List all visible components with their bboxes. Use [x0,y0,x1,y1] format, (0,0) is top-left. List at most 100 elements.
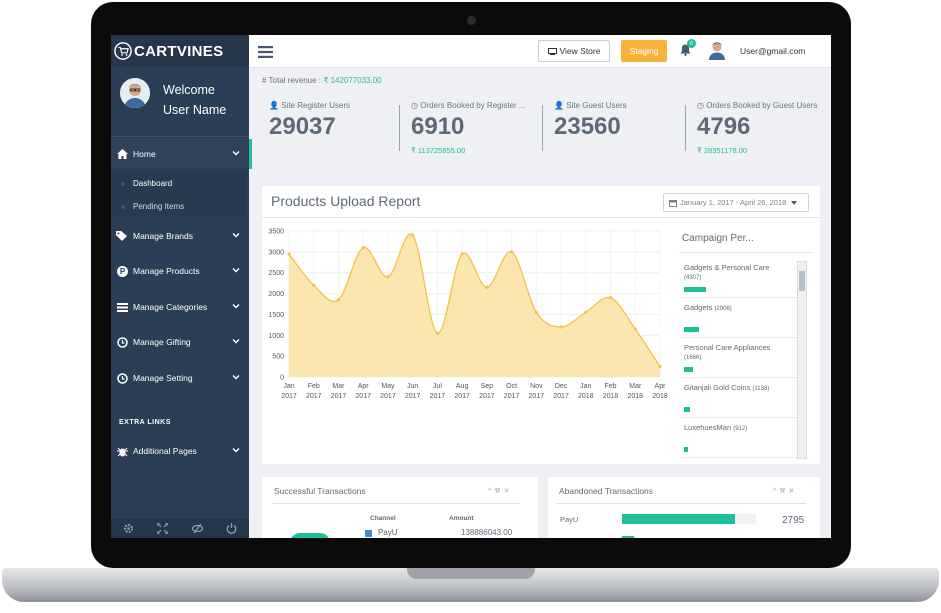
campaign-item[interactable]: LuxehuesMan (912) [679,417,797,458]
chevron-up-icon[interactable]: ^ [488,488,495,495]
series-area [289,233,660,377]
x-tick-label: May [381,383,395,390]
campaign-list[interactable]: Gadgets & Personal Care (4307) Gadgets (2… [679,257,807,462]
menu-item-additional-pages[interactable]: Additional Pages [111,436,249,466]
x-tick-label: Nov [530,383,543,390]
topbar: View Store Staging 6 User@gmail.com [249,35,831,68]
x-tick-label: 2018 [652,393,668,400]
avatar[interactable] [120,78,150,108]
x-tick-label: 2018 [627,393,643,400]
data-point [633,327,637,331]
chevron-down-icon [232,375,240,380]
chevron-down-icon [232,151,240,156]
welcome-text: Welcome User Name [163,80,226,120]
data-point [559,325,563,329]
view-store-label: View Store [559,46,601,56]
user-avatar-icon[interactable] [708,40,726,60]
data-point [658,364,662,369]
stat-value: 6910 [411,113,465,140]
chevron-down-icon [232,448,240,453]
menu-item-categories[interactable]: Manage Categories [111,292,249,322]
x-tick-label: 2017 [405,393,421,400]
campaign-item[interactable]: Gadgets (2906) [679,297,797,338]
wrench-icon[interactable]: ⚒ [779,488,789,495]
stat-card: ◷ Orders Booked by Guest Users 4796 ₹ 28… [697,101,817,155]
y-tick-label: 2500 [268,270,284,277]
x-tick-label: Jun [407,383,418,390]
menu-item-products[interactable]: P Manage Products [111,256,249,286]
campaign-item[interactable]: Gadgets & Personal Care (4307) [679,257,797,298]
panel-tools[interactable]: ^⚒✕ [773,487,797,495]
notification-badge: 6 [687,39,696,48]
staging-button[interactable]: Staging [621,40,667,62]
view-store-button[interactable]: View Store [538,40,610,62]
x-tick-label: 2017 [380,393,396,400]
submenu: Dashboard Pending Items [111,172,246,216]
y-tick-label: 500 [272,354,284,361]
campaign-count: (2906) [714,306,732,312]
product-icon: P [116,265,128,277]
scroll-thumb[interactable] [799,271,805,291]
campaign-item[interactable]: Gitanjali Gold Coins (1138) [679,377,797,418]
gear-icon[interactable] [123,523,134,534]
data-point [312,283,316,287]
campaign-item[interactable]: Personal Care Appliances (1666) [679,337,797,378]
x-tick-label: 2017 [430,393,446,400]
menu-label: Additional Pages [133,446,197,456]
date-range-label: January 1, 2017 - April 26, 2018 [680,198,787,207]
x-tick-label: Aug [456,383,469,390]
menu-item-home[interactable]: Home [111,139,252,169]
stat-label: Site Register Users [281,101,351,110]
chevron-down-icon [232,304,240,309]
stat-card: 👤 Site Guest Users 23560 [554,101,627,141]
stat-label: Orders Booked by Guest Users [706,101,818,110]
x-tick-label: 2018 [603,393,619,400]
data-point [608,296,613,300]
x-tick-label: 2017 [355,393,371,400]
campaign-bar [684,407,690,412]
menu-item-brands[interactable]: Manage Brands [111,221,249,251]
campaign-scrollbar[interactable] [797,261,807,459]
date-range-picker[interactable]: January 1, 2017 - April 26, 2018 [663,193,809,212]
submenu-item-dashboard[interactable]: Dashboard [133,179,173,188]
menu-label: Manage Setting [133,373,193,383]
brand-name: CARTVINES [134,42,224,60]
stat-value: 29037 [269,113,336,140]
products-upload-chart: 0 500 1000 1500 2000 2500 3000 3500 Jan 2017 Feb 20… [268,229,668,401]
menu-item-setting[interactable]: Manage Setting [111,363,249,393]
eye-slash-icon[interactable] [191,523,203,534]
x-tick-label: Feb [308,383,320,390]
divider [111,136,249,137]
wrench-icon[interactable]: ⚒ [494,488,504,495]
stat-card: ◷ Orders Booked by Register ... 6910 ₹ 1… [411,101,526,155]
campaign-name: Gadgets (2906) [684,303,732,312]
chevron-up-icon[interactable]: ^ [773,488,780,495]
amount-cell: 138886043.00 [461,528,513,537]
y-tick-label: 2000 [268,291,284,298]
menu-item-gifting[interactable]: Manage Gifting [111,327,249,357]
hamburger-menu-icon[interactable] [258,46,273,58]
x-tick-label: Dec [555,383,568,390]
chevron-down-icon [232,233,240,238]
data-point [584,310,588,314]
campaign-title: Campaign Per... [682,233,754,244]
hash-icon: # [262,76,267,85]
submenu-item-pending[interactable]: Pending Items [133,202,185,211]
y-tick-label: 3500 [268,229,284,236]
power-icon[interactable] [226,523,237,534]
user-block: Welcome User Name [111,67,249,137]
campaign-bar [684,447,688,452]
clock-icon: ◷ [411,101,418,110]
close-icon[interactable]: ✕ [503,488,513,495]
panel-tools[interactable]: ^⚒✕ [488,487,512,495]
caret-down-icon [791,200,798,205]
stat-value: 23560 [554,113,621,140]
campaign-name: Gitanjali Gold Coins (1138) [684,383,770,392]
user-email[interactable]: User@gmail.com [740,46,806,56]
divider [272,503,520,504]
close-icon[interactable]: ✕ [788,488,798,495]
abandoned-bar [622,536,634,538]
fullscreen-icon[interactable] [157,523,169,534]
stat-label: Site Guest Users [566,101,627,110]
brand[interactable]: CARTVINES [111,35,249,67]
